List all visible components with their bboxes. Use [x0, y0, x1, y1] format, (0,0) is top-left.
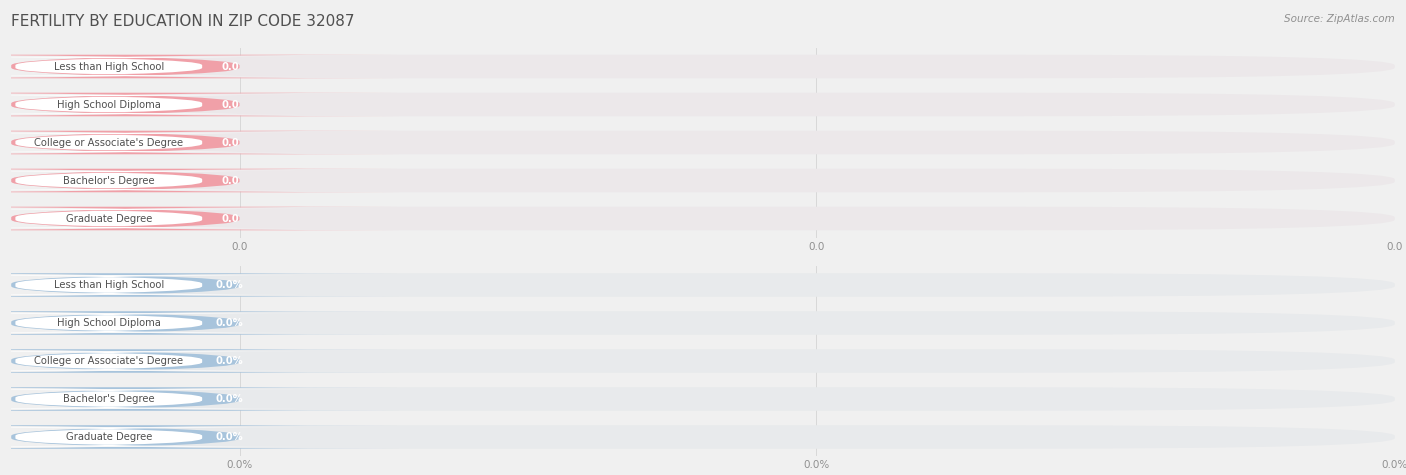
Text: 0.0: 0.0 — [221, 99, 239, 110]
FancyBboxPatch shape — [11, 387, 1395, 411]
FancyBboxPatch shape — [0, 171, 319, 190]
FancyBboxPatch shape — [0, 207, 399, 230]
FancyBboxPatch shape — [11, 349, 1395, 373]
Text: FERTILITY BY EDUCATION IN ZIP CODE 32087: FERTILITY BY EDUCATION IN ZIP CODE 32087 — [11, 14, 354, 29]
FancyBboxPatch shape — [0, 273, 399, 297]
Text: College or Associate's Degree: College or Associate's Degree — [34, 137, 183, 148]
FancyBboxPatch shape — [0, 209, 319, 228]
Text: College or Associate's Degree: College or Associate's Degree — [34, 356, 183, 366]
FancyBboxPatch shape — [0, 131, 399, 154]
Text: 0.0%: 0.0% — [217, 394, 243, 404]
FancyBboxPatch shape — [0, 133, 319, 152]
FancyBboxPatch shape — [11, 93, 1395, 116]
FancyBboxPatch shape — [0, 425, 399, 449]
Text: Graduate Degree: Graduate Degree — [66, 213, 152, 224]
FancyBboxPatch shape — [11, 273, 1395, 297]
Text: High School Diploma: High School Diploma — [56, 99, 160, 110]
FancyBboxPatch shape — [11, 425, 1395, 449]
FancyBboxPatch shape — [0, 276, 319, 294]
Text: High School Diploma: High School Diploma — [56, 318, 160, 328]
Text: Less than High School: Less than High School — [53, 280, 165, 290]
FancyBboxPatch shape — [0, 169, 399, 192]
Text: Graduate Degree: Graduate Degree — [66, 432, 152, 442]
FancyBboxPatch shape — [0, 314, 319, 332]
FancyBboxPatch shape — [0, 428, 319, 446]
FancyBboxPatch shape — [0, 349, 399, 373]
FancyBboxPatch shape — [0, 311, 399, 335]
FancyBboxPatch shape — [0, 55, 399, 78]
Text: 0.0: 0.0 — [221, 61, 239, 72]
FancyBboxPatch shape — [11, 55, 1395, 78]
Text: 0.0%: 0.0% — [217, 280, 243, 290]
Text: 0.0%: 0.0% — [217, 318, 243, 328]
FancyBboxPatch shape — [11, 207, 1395, 230]
FancyBboxPatch shape — [0, 390, 319, 408]
Text: 0.0: 0.0 — [221, 175, 239, 186]
FancyBboxPatch shape — [0, 352, 319, 370]
FancyBboxPatch shape — [0, 93, 399, 116]
FancyBboxPatch shape — [0, 57, 319, 76]
Text: Source: ZipAtlas.com: Source: ZipAtlas.com — [1284, 14, 1395, 24]
Text: Bachelor's Degree: Bachelor's Degree — [63, 394, 155, 404]
Text: Bachelor's Degree: Bachelor's Degree — [63, 175, 155, 186]
Text: Less than High School: Less than High School — [53, 61, 165, 72]
FancyBboxPatch shape — [0, 95, 319, 114]
FancyBboxPatch shape — [11, 311, 1395, 335]
FancyBboxPatch shape — [11, 169, 1395, 192]
Text: 0.0: 0.0 — [221, 137, 239, 148]
FancyBboxPatch shape — [0, 387, 399, 411]
FancyBboxPatch shape — [11, 131, 1395, 154]
Text: 0.0%: 0.0% — [217, 432, 243, 442]
Text: 0.0%: 0.0% — [217, 356, 243, 366]
Text: 0.0: 0.0 — [221, 213, 239, 224]
